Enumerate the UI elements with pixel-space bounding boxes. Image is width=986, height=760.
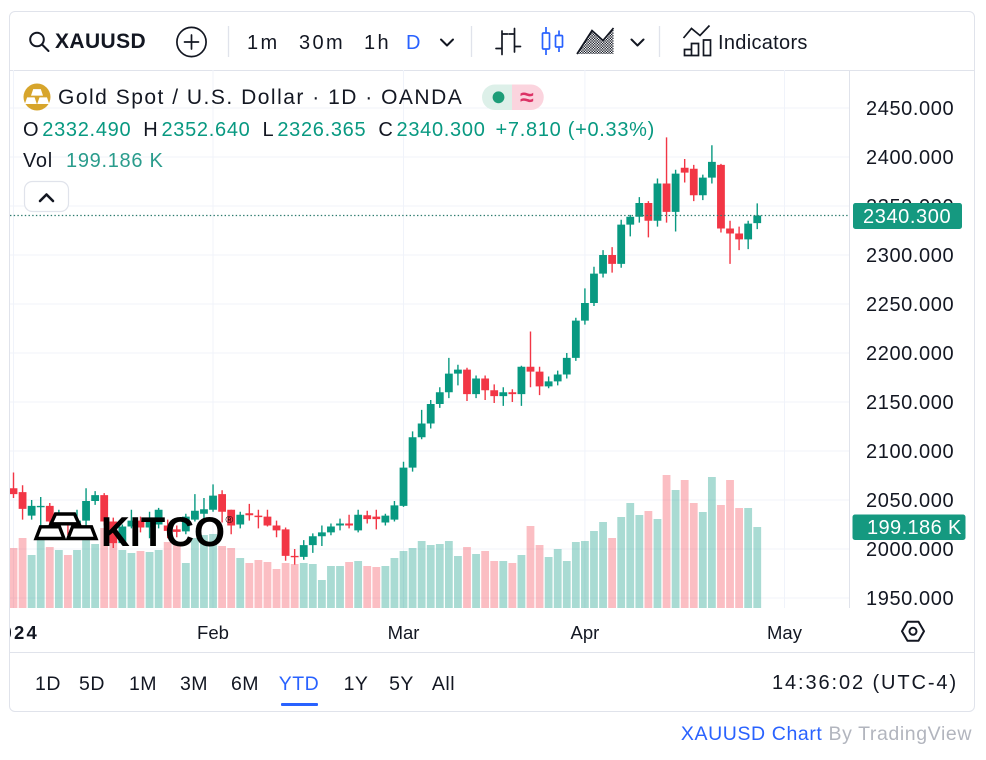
svg-text:®: ® (226, 514, 234, 526)
svg-text:Feb: Feb (197, 622, 229, 643)
svg-text:199.186 K: 199.186 K (867, 517, 962, 539)
svg-text:2050.000: 2050.000 (866, 490, 954, 512)
svg-text:2450.000: 2450.000 (866, 98, 954, 120)
svg-text:1950.000: 1950.000 (866, 588, 954, 610)
svg-text:2300.000: 2300.000 (866, 245, 954, 267)
svg-text:Vol: Vol (23, 150, 53, 172)
svg-text:KITCO: KITCO (101, 508, 225, 555)
svg-text:2250.000: 2250.000 (866, 294, 954, 316)
svg-text:2150.000: 2150.000 (866, 392, 954, 414)
svg-text:2000.000: 2000.000 (866, 539, 954, 561)
svg-text:2200.000: 2200.000 (866, 343, 954, 365)
svg-text:199.186 K: 199.186 K (66, 150, 164, 172)
svg-text:2400.000: 2400.000 (866, 147, 954, 169)
svg-text:2100.000: 2100.000 (866, 441, 954, 463)
svg-text:Mar: Mar (388, 622, 420, 643)
svg-text:2340.300: 2340.300 (863, 206, 951, 228)
svg-text:May: May (767, 622, 803, 643)
svg-text:≈: ≈ (520, 84, 534, 112)
svg-text:2024: 2024 (10, 622, 39, 643)
svg-text:Apr: Apr (571, 622, 600, 643)
svg-text:Gold Spot / U.S. Dollar · 1D ·: Gold Spot / U.S. Dollar · 1D · OANDA (58, 86, 463, 109)
